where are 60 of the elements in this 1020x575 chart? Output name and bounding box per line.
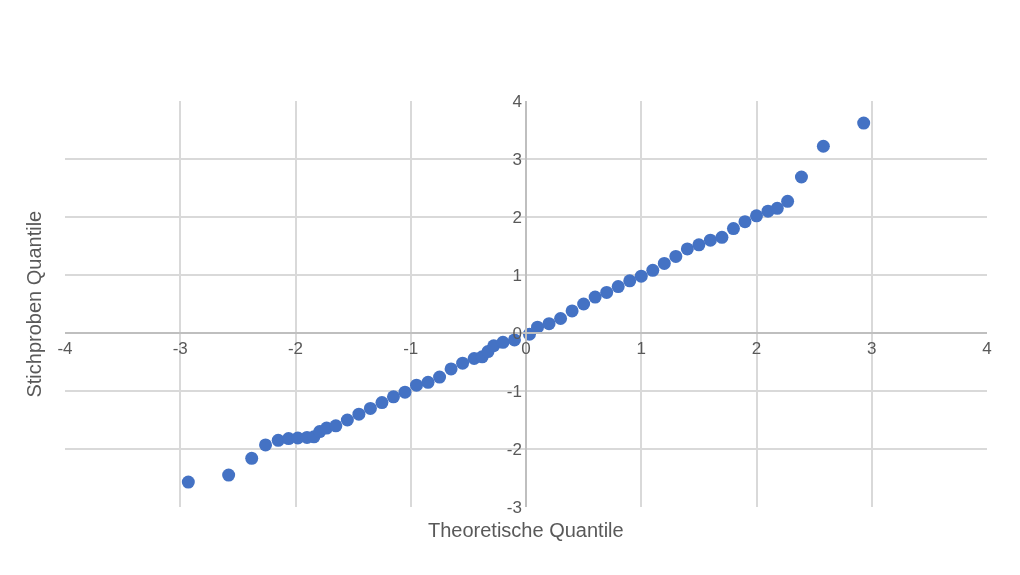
point: [781, 194, 795, 208]
y-tick-label: 1: [512, 265, 522, 285]
point: [531, 320, 545, 334]
y-tick-label: -1: [506, 381, 522, 401]
x-tick-label: -4: [57, 339, 73, 359]
y-tick-label: 3: [512, 149, 522, 169]
point: [542, 317, 556, 331]
point: [329, 419, 343, 433]
point: [375, 396, 389, 410]
point: [680, 242, 694, 256]
x-tick-label: 3: [867, 339, 877, 359]
point: [750, 209, 763, 223]
x-tick-label: 2: [751, 339, 762, 359]
point: [600, 285, 614, 299]
point: [669, 249, 683, 263]
x-tick-label: 4: [982, 339, 992, 359]
x-tick-label: -1: [403, 339, 419, 359]
point: [770, 201, 784, 215]
point: [181, 475, 195, 489]
point: [577, 297, 591, 311]
y-tick-label: -3: [506, 497, 522, 517]
x-tick-label: 1: [636, 339, 646, 359]
x-tick-label: -2: [287, 339, 304, 359]
point: [715, 230, 729, 244]
point: [623, 274, 637, 288]
point: [386, 390, 400, 404]
point: [692, 238, 706, 252]
point: [363, 401, 377, 415]
point: [456, 356, 470, 370]
point: [703, 233, 717, 247]
point: [816, 139, 830, 153]
point: [738, 215, 752, 229]
point: [444, 362, 458, 376]
y-axis-title: Stichproben Quantile: [22, 210, 45, 398]
point: [565, 304, 579, 318]
point: [726, 222, 740, 236]
point: [496, 335, 510, 349]
point: [352, 407, 366, 421]
y-tick-label: 2: [512, 207, 522, 227]
y-tick-label: 4: [512, 91, 522, 111]
point: [657, 256, 671, 270]
point: [794, 170, 808, 184]
point: [646, 263, 660, 277]
x-axis-title: Theoretische Quantile: [428, 519, 624, 541]
point: [634, 269, 648, 283]
point: [554, 312, 568, 325]
point: [857, 116, 871, 130]
x-tick-label: -3: [172, 339, 188, 359]
point: [611, 280, 625, 294]
y-tick-label: -2: [506, 439, 522, 459]
point: [433, 370, 447, 384]
point: [421, 375, 435, 389]
point: [259, 438, 273, 452]
point: [398, 385, 412, 399]
point: [222, 468, 236, 482]
y-tick-label: 0: [512, 323, 522, 343]
point: [588, 290, 602, 304]
point: [245, 451, 259, 465]
point: [410, 378, 424, 392]
point: [340, 413, 354, 427]
